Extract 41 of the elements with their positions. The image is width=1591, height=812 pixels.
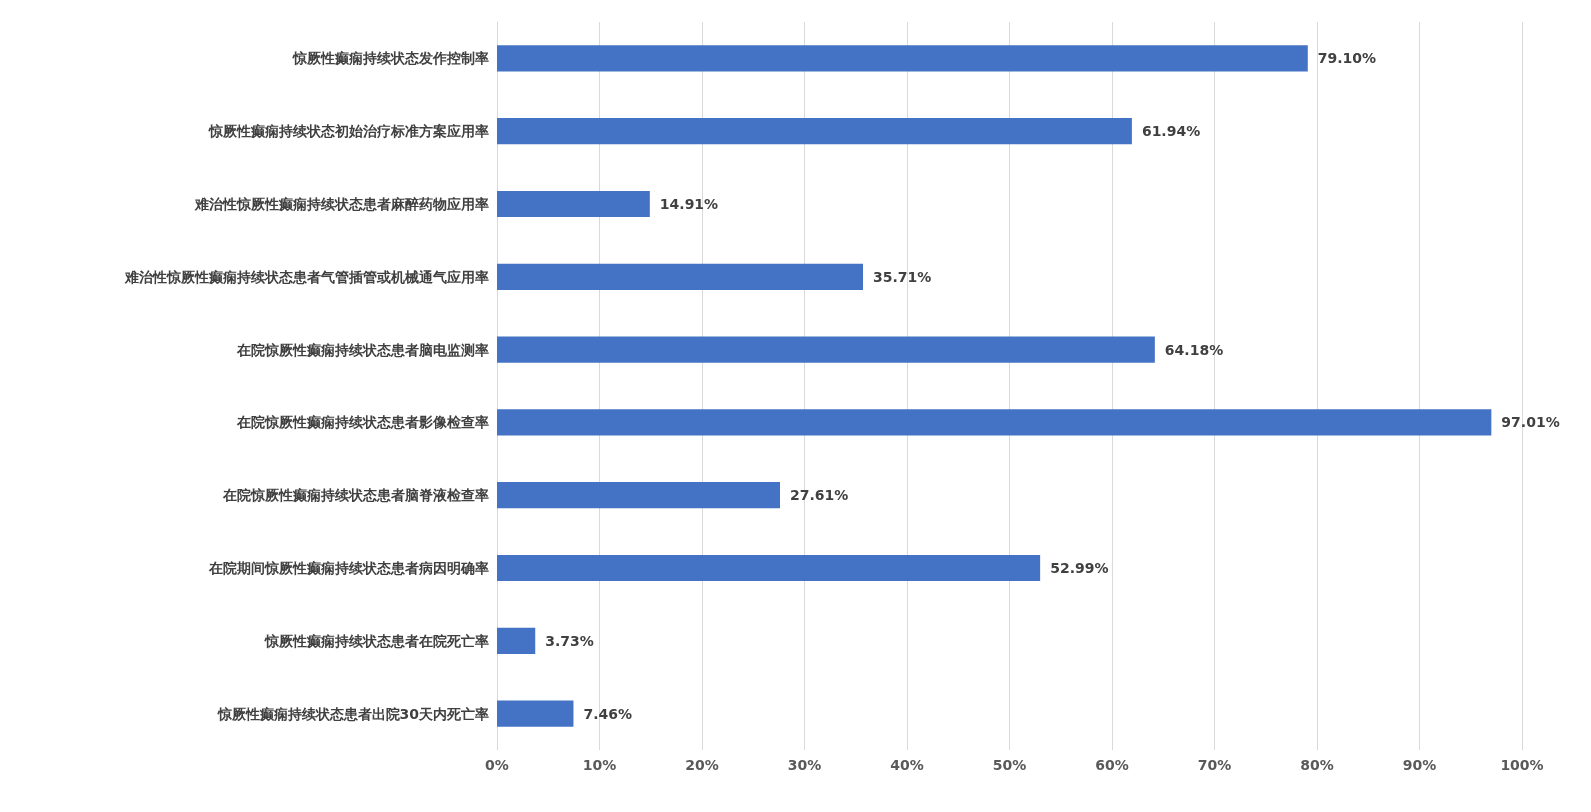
y-tick-label: 在院惊厥性癫痫持续状态患者脑脊液检查率 bbox=[222, 487, 489, 504]
data-label: 7.46% bbox=[583, 705, 633, 722]
data-label: 3.73% bbox=[545, 632, 594, 649]
bar bbox=[497, 263, 864, 290]
bar bbox=[497, 118, 1132, 145]
x-tick-label: 40% bbox=[890, 757, 924, 773]
data-label: 14.91% bbox=[659, 196, 719, 212]
x-tick-label: 100% bbox=[1500, 757, 1544, 773]
bar bbox=[497, 190, 650, 218]
x-tick-label: 0% bbox=[485, 757, 509, 773]
y-tick-label: 难治性惊厥性癫痫持续状态患者气管插管或机械通气应用率 bbox=[124, 268, 489, 285]
data-label: 35.71% bbox=[873, 268, 932, 285]
y-tick-label: 惊厥性癫痫持续状态发作控制率 bbox=[292, 50, 489, 67]
data-label: 79.10% bbox=[1317, 50, 1377, 67]
x-tick-label: 80% bbox=[1300, 757, 1334, 773]
y-tick-label: 在院惊厥性癫痫持续状态患者脑电监测率 bbox=[236, 341, 489, 358]
data-label: 97.01% bbox=[1501, 414, 1560, 431]
x-tick-label: 30% bbox=[787, 757, 822, 773]
x-tick-label: 50% bbox=[992, 757, 1027, 773]
y-tick-label: 惊厥性癫痫持续状态患者出院30天内死亡率 bbox=[216, 705, 489, 722]
bar bbox=[497, 554, 1041, 582]
y-tick-label: 在院期间惊厥性癫痫持续状态患者病因明确率 bbox=[208, 560, 489, 576]
data-label: 52.99% bbox=[1050, 560, 1109, 576]
data-label: 64.18% bbox=[1164, 341, 1224, 358]
bar bbox=[497, 45, 1308, 72]
bar bbox=[497, 482, 780, 509]
x-tick-label: 60% bbox=[1095, 757, 1129, 773]
data-label: 61.94% bbox=[1141, 123, 1201, 140]
y-tick-label: 惊厥性癫痫持续状态初始治疗标准方案应用率 bbox=[208, 123, 489, 140]
x-tick-label: 10% bbox=[582, 757, 617, 773]
y-tick-label: 在院惊厥性癫痫持续状态患者影像检查率 bbox=[236, 414, 489, 431]
x-tick-label: 70% bbox=[1197, 757, 1232, 773]
bar bbox=[497, 409, 1492, 436]
x-tick-label: 20% bbox=[685, 757, 719, 773]
bar bbox=[497, 336, 1155, 363]
y-tick-label: 难治性惊厥性癫痫持续状态患者麻醉药物应用率 bbox=[194, 196, 489, 212]
data-label: 27.61% bbox=[790, 487, 849, 504]
x-tick-label: 90% bbox=[1402, 757, 1437, 773]
bar bbox=[497, 627, 536, 654]
bar bbox=[497, 700, 574, 727]
y-tick-label: 惊厥性癫痫持续状态患者在院死亡率 bbox=[264, 632, 489, 649]
